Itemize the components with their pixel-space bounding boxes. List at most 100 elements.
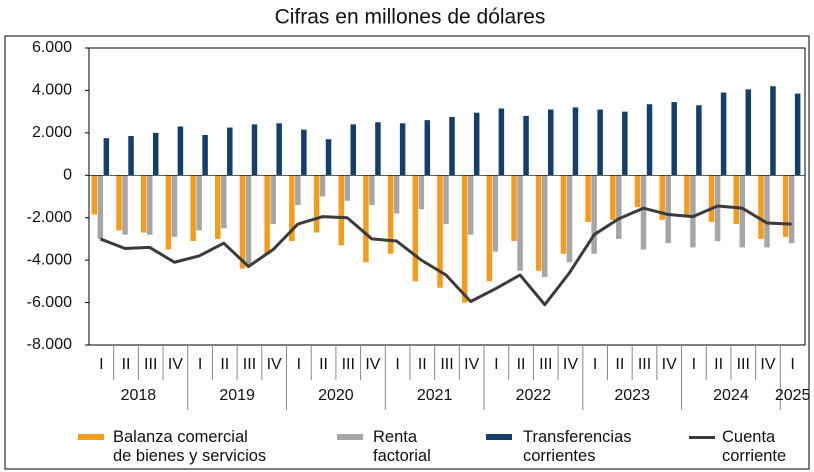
x-tick-label: I (692, 356, 696, 373)
x-tick-label: IV (365, 356, 380, 373)
year-label: 2023 (614, 387, 650, 404)
bar (473, 112, 480, 176)
bar (696, 105, 702, 176)
x-tick-label: II (319, 356, 328, 373)
bar (517, 175, 523, 271)
bar (511, 175, 517, 242)
bar (542, 175, 548, 278)
bar (640, 175, 647, 250)
x-tick-label: III (144, 356, 157, 373)
y-tick-label: 4.000 (32, 82, 72, 99)
bar (313, 175, 320, 233)
bar (548, 109, 554, 176)
plot-frame (88, 47, 806, 346)
bar (276, 123, 282, 176)
x-tick-label: I (494, 356, 498, 373)
bar (325, 139, 332, 176)
bar (418, 175, 425, 210)
x-tick-label: I (198, 356, 202, 373)
year-label: 2024 (713, 387, 749, 404)
y-tick-label: 0 (63, 167, 72, 184)
bar (251, 124, 258, 176)
bar (122, 175, 128, 235)
bar (289, 175, 295, 242)
x-tick-label: I (790, 356, 794, 373)
y-tick-label: 6.000 (32, 39, 72, 56)
bar (412, 175, 419, 282)
bar (597, 109, 603, 176)
bar (245, 175, 252, 267)
x-tick-label: I (99, 356, 103, 373)
bar (758, 175, 764, 239)
x-tick-label: I (395, 356, 399, 373)
year-label: 2021 (417, 387, 453, 404)
legend-label: Transferencias corrientes (523, 428, 632, 465)
bar (91, 175, 98, 215)
y-tick-label: 2.000 (32, 124, 72, 141)
bar (690, 175, 696, 248)
y-tick-label: -4.000 (27, 251, 72, 268)
bar (375, 122, 381, 176)
bar (116, 175, 122, 231)
bar (227, 127, 233, 176)
bar (165, 175, 172, 250)
bar (764, 175, 770, 248)
year-label: 2022 (516, 387, 552, 404)
bar (498, 108, 505, 176)
legend-marker (689, 436, 715, 439)
bar (684, 175, 690, 216)
bar (486, 175, 493, 282)
x-tick-label: IV (464, 356, 479, 373)
bar (146, 175, 153, 235)
x-tick-label: III (737, 356, 750, 373)
bar (443, 175, 449, 225)
bar (239, 175, 246, 269)
bar (152, 132, 159, 176)
bar (449, 116, 455, 176)
y-tick-label: -2.000 (27, 209, 72, 226)
legend-label: Renta factorial (373, 428, 431, 465)
bar (467, 175, 474, 235)
x-tick-label: II (418, 356, 427, 373)
x-tick-label: III (243, 356, 256, 373)
bar (319, 175, 326, 197)
bar (393, 175, 400, 214)
x-tick-label: II (714, 356, 723, 373)
legend-label: Balanza comercial de bienes y servicios (113, 428, 267, 465)
bar (97, 175, 104, 239)
bar (369, 175, 375, 205)
bar (536, 175, 542, 271)
x-tick-label: IV (267, 356, 282, 373)
bar (523, 115, 529, 176)
x-tick-label: IV (760, 356, 775, 373)
x-tick-label: II (615, 356, 624, 373)
bar (770, 86, 776, 176)
year-label: 2019 (219, 387, 255, 404)
bar (103, 138, 110, 176)
x-tick-label: IV (563, 356, 578, 373)
bar (350, 124, 356, 176)
bar (788, 175, 795, 244)
bar (202, 134, 208, 176)
bar (399, 123, 406, 176)
bar (196, 175, 202, 231)
bar (591, 175, 597, 254)
bar (215, 175, 221, 239)
year-label: 2018 (121, 387, 157, 404)
bar (344, 175, 350, 201)
bar (171, 175, 178, 237)
bar (264, 175, 270, 254)
year-label: 2020 (318, 387, 354, 404)
x-tick-label: III (440, 356, 453, 373)
year-label: 2025 (775, 387, 811, 404)
x-tick-label: I (593, 356, 597, 373)
x-tick-label: II (517, 356, 526, 373)
x-tick-label: III (539, 356, 552, 373)
bar (665, 175, 671, 244)
bar (720, 92, 727, 176)
bar (671, 102, 677, 176)
bar (363, 175, 369, 263)
legend-marker (486, 434, 512, 440)
